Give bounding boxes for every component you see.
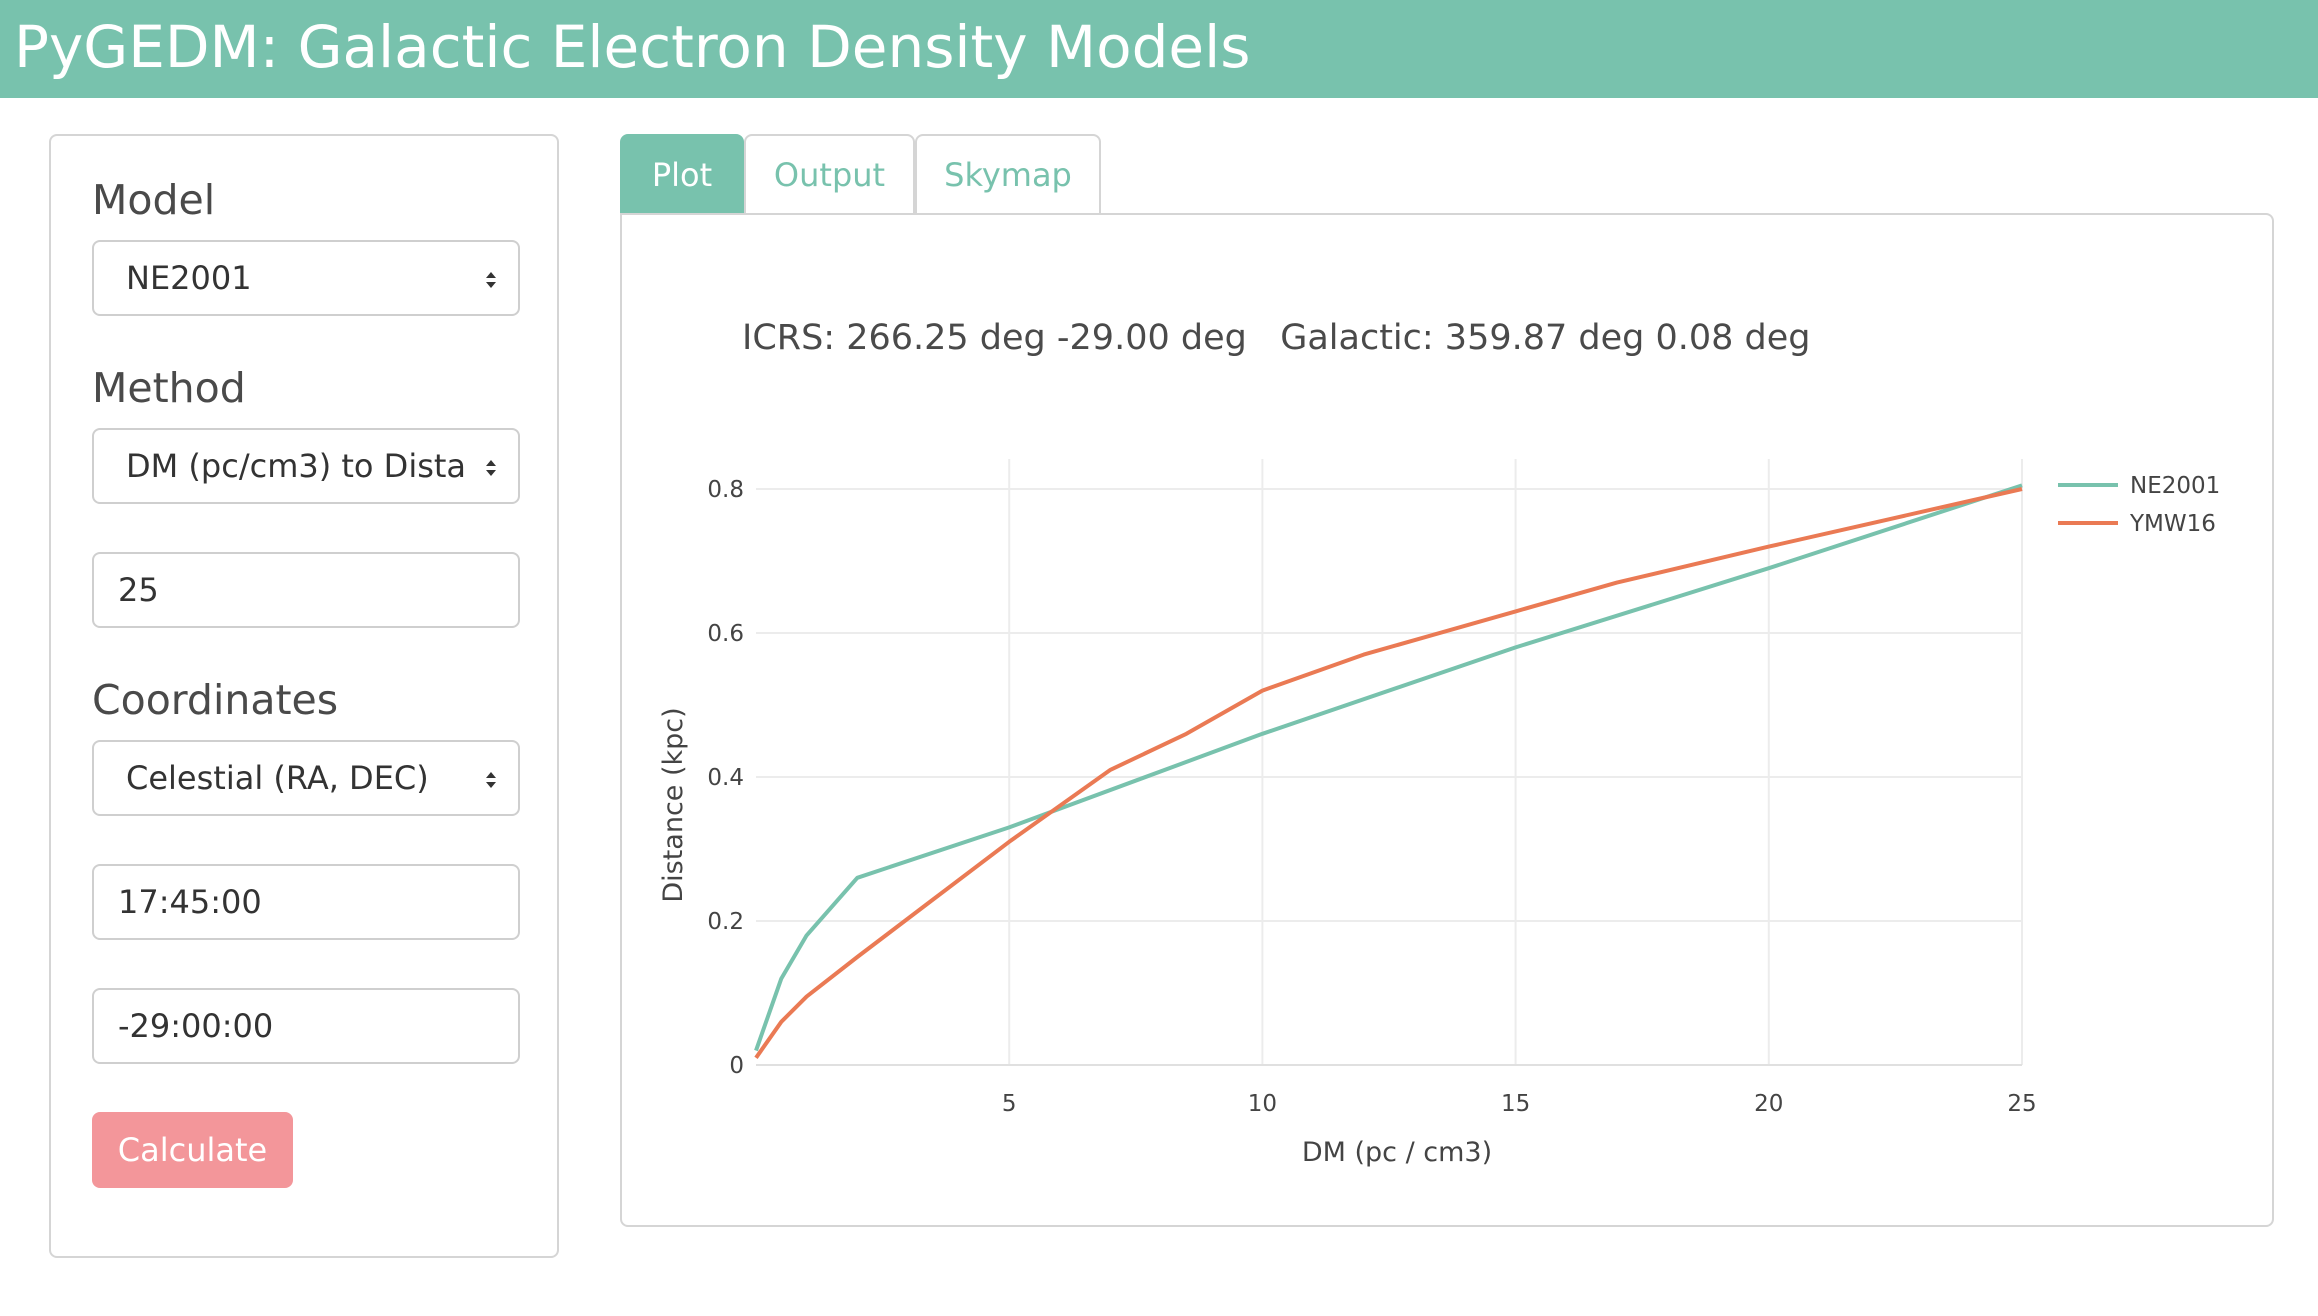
coordinates-readout: ICRS: 266.25 deg -29.00 deg Galactic: 35… (742, 318, 1811, 358)
x-tick-label: 20 (1754, 1091, 1783, 1117)
model-label: Model (92, 176, 216, 224)
x-tick-label: 15 (1501, 1091, 1530, 1117)
chart-grid (756, 459, 2023, 1066)
distance-chart[interactable]: 5 10 15 20 25 0 0.2 0.4 0.6 0.8 DM (pc / cm3) Dista… (622, 215, 2272, 1225)
dec-input-value: -29:00:00 (118, 1007, 274, 1045)
series-line-ne2001 (754, 483, 2023, 1052)
chart-series (754, 483, 2023, 1059)
chart-legend: NE2001 YMW16 (2058, 473, 2220, 537)
coordinates-label: Coordinates (92, 676, 339, 724)
x-axis-title: DM (pc / cm3) (1302, 1137, 1492, 1168)
app-header: PyGEDM: Galactic Electron Density Models (0, 0, 2318, 98)
ra-input-value: 17:45:00 (118, 883, 262, 921)
model-select[interactable]: NE2001 (92, 240, 520, 316)
y-tick-label: 0.2 (707, 909, 744, 935)
method-select-value: DM (pc/cm3) to Dista (126, 447, 467, 485)
coordinates-select-value: Celestial (RA, DEC) (126, 759, 429, 797)
x-tick-label: 25 (2007, 1091, 2036, 1117)
app-title: PyGEDM: Galactic Electron Density Models (14, 13, 1251, 81)
coordinates-select[interactable]: Celestial (RA, DEC) (92, 740, 520, 816)
select-caret-icon (486, 272, 496, 288)
method-label: Method (92, 364, 246, 412)
galactic-readout: Galactic: 359.87 deg 0.08 deg (1280, 318, 1811, 358)
select-caret-icon (486, 772, 496, 788)
tab-output[interactable]: Output (744, 134, 915, 214)
y-tick-label: 0.8 (707, 477, 744, 503)
series-line-ymw16 (754, 487, 2023, 1059)
model-select-value: NE2001 (126, 259, 252, 297)
tab-plot[interactable]: Plot (620, 134, 744, 214)
dm-input[interactable]: 25 (92, 552, 520, 628)
y-axis-title: Distance (kpc) (658, 707, 689, 902)
method-select[interactable]: DM (pc/cm3) to Dista (92, 428, 520, 504)
calculate-button[interactable]: Calculate (92, 1112, 293, 1188)
chart-axes: 5 10 15 20 25 0 0.2 0.4 0.6 0.8 DM (pc / cm3) Dista… (658, 477, 2037, 1168)
dec-input[interactable]: -29:00:00 (92, 988, 520, 1064)
y-tick-label: 0 (729, 1053, 744, 1079)
tab-skymap[interactable]: Skymap (915, 134, 1101, 214)
x-tick-label: 5 (1002, 1091, 1017, 1117)
dm-input-value: 25 (118, 571, 159, 609)
y-tick-label: 0.4 (707, 765, 744, 791)
x-tick-label: 10 (1248, 1091, 1277, 1117)
select-caret-icon (486, 460, 496, 476)
plot-panel: ICRS: 266.25 deg -29.00 deg Galactic: 35… (620, 213, 2274, 1227)
legend-label-ne2001: NE2001 (2130, 473, 2220, 499)
ra-input[interactable]: 17:45:00 (92, 864, 520, 940)
y-tick-label: 0.6 (707, 621, 744, 647)
icrs-readout: ICRS: 266.25 deg -29.00 deg (742, 318, 1247, 358)
sidebar-form: Model NE2001 Method DM (pc/cm3) to Dista… (49, 134, 559, 1258)
legend-label-ymw16: YMW16 (2129, 511, 2216, 537)
